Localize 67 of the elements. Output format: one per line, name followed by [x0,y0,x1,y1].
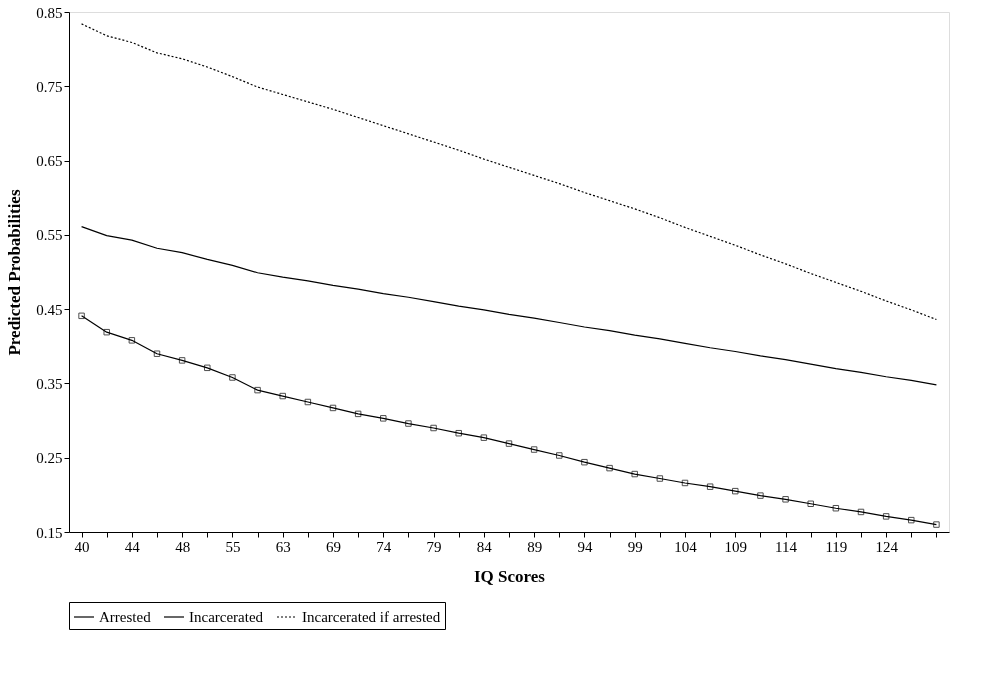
point [178,357,186,364]
point [933,521,940,528]
point [807,500,814,508]
x-tick-label: 44 [124,538,141,555]
x-tick-label: 84 [476,538,493,555]
point [229,374,236,381]
x-tick-label: 55 [225,538,241,555]
point [882,513,890,520]
y-tick-label: 0.65 [36,153,63,170]
point [732,487,739,495]
x-tick-label: 119 [825,538,848,555]
x-tick-label: 94 [577,538,593,555]
point [757,492,764,499]
x-tick-label: 114 [775,538,798,555]
point [279,392,286,400]
y-tick-label: 0.45 [36,301,63,318]
line-series [80,23,938,321]
point [354,410,362,418]
y-tick-label: 0.55 [36,227,63,244]
point [581,458,588,466]
legend-label: Incarcerated if arrested [302,609,441,625]
y-tick-label: 0.75 [36,78,63,95]
point [908,516,915,524]
legend-label: Incarcerated [189,609,264,625]
y-tick-label: 0.25 [36,450,63,467]
point [782,496,789,503]
point [530,446,538,453]
y-tick-label: 0.85 [36,4,63,21]
point [631,470,638,478]
point [706,483,714,490]
x-tick-label: 89 [527,538,543,555]
x-tick-label: 63 [275,538,291,555]
x-tick-label: 99 [627,538,643,555]
point [304,398,312,406]
point [254,386,261,394]
point [505,440,513,447]
point [103,328,110,336]
line-series [80,226,938,386]
y-tick-label: 0.35 [36,375,63,392]
point [78,312,85,320]
x-tick-label: 109 [724,538,748,555]
y-axis-title: Predicted Probabilities [5,189,25,356]
point [480,434,488,441]
point [380,415,387,422]
point [430,424,437,432]
point [204,364,211,372]
x-tick-label: 74 [376,538,392,555]
point [153,350,161,357]
point [681,479,689,487]
point [455,429,462,437]
point [329,404,337,412]
y-tick-label: 0.15 [36,524,63,541]
point [857,508,865,516]
x-tick-label: 69 [326,538,341,555]
x-tick-label: 124 [875,538,899,555]
point [556,452,563,459]
point [405,420,412,427]
x-tick-label: 40 [74,538,90,555]
point [832,504,840,512]
x-tick-label: 79 [426,538,442,555]
point [606,464,613,472]
x-tick-label: 104 [674,538,698,555]
legend-label: Arrested [99,609,152,625]
point [128,337,136,344]
x-axis-title: IQ Scores [474,566,546,586]
x-tick-label: 48 [175,538,191,555]
point [656,475,664,482]
